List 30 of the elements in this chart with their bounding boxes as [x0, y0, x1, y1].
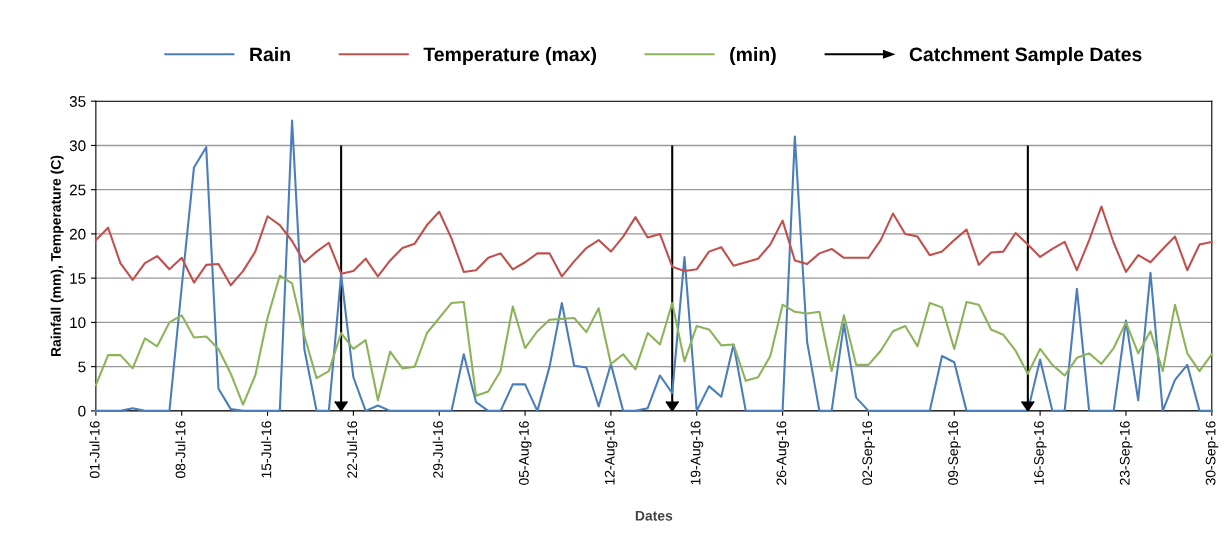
- y-tick-label: 35: [69, 96, 86, 107]
- legend-label: (min): [730, 46, 776, 66]
- x-tick-label: 29-Jul-16: [432, 421, 443, 478]
- x-tick-label: 30-Sep-16: [1205, 421, 1219, 485]
- x-tick-label: 01-Jul-16: [89, 421, 100, 478]
- line-series: [94, 205, 1213, 287]
- y-axis-title: Rainfall (mm), Temperature (C): [50, 155, 64, 357]
- x-tick-label: 19-Aug-16: [690, 421, 704, 485]
- x-tick-label: 05-Aug-16: [518, 421, 532, 485]
- legend-label: Rain: [250, 46, 290, 62]
- x-tick-label: 23-Sep-16: [1119, 421, 1133, 485]
- legend-label: Temperature (max): [423, 46, 596, 66]
- legend-label: Catchment Sample Dates: [909, 46, 1142, 66]
- y-tick-label: 30: [69, 140, 86, 152]
- x-tick-label: 08-Jul-16: [175, 421, 186, 478]
- y-tick-label: 15: [70, 273, 86, 284]
- x-tick-label: 09-Sep-16: [948, 421, 961, 485]
- y-tick-label: 0: [78, 405, 86, 417]
- x-tick-label: 26-Aug-16: [776, 421, 790, 485]
- y-tick-label: 25: [69, 184, 86, 196]
- line-series: [94, 274, 1213, 406]
- y-tick-label: 5: [78, 361, 86, 373]
- y-tick-label: 20: [69, 228, 86, 240]
- x-axis-title: Dates: [635, 510, 673, 521]
- x-tick-label: 16-Sep-16: [1034, 421, 1047, 485]
- x-tick-label: 12-Aug-16: [604, 421, 618, 485]
- x-tick-label: 22-Jul-16: [346, 421, 358, 478]
- x-tick-label: 02-Sep-16: [862, 421, 875, 485]
- y-tick-label: 10: [70, 317, 86, 329]
- x-tick-label: 15-Jul-16: [261, 421, 272, 478]
